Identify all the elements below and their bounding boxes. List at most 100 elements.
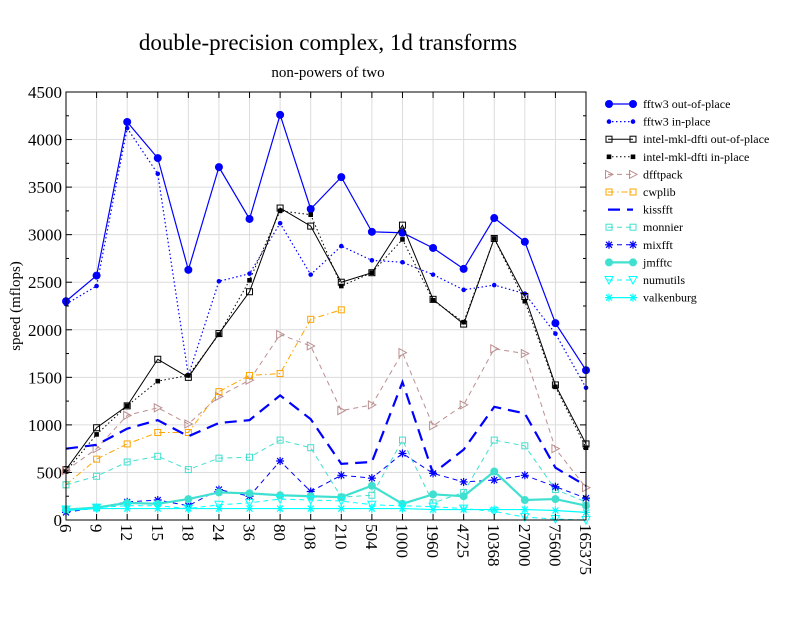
marker-square-filled (630, 154, 636, 160)
x-tick-label: 504 (362, 524, 381, 550)
x-tick-label: 27000 (515, 524, 534, 567)
legend-label: monnier (643, 220, 683, 234)
marker-circle-filled (520, 496, 529, 505)
marker-square-open (123, 440, 131, 448)
marker-star (551, 506, 560, 515)
marker-square-open (398, 221, 406, 229)
y-tick-label: 1500 (28, 368, 62, 387)
marker-square-open (307, 222, 315, 230)
marker-circle-filled (184, 265, 193, 274)
marker-square-filled (522, 298, 528, 304)
marker-square-open (123, 458, 131, 466)
marker-square-filled (94, 432, 99, 437)
x-tick-label: 165375 (576, 524, 595, 575)
y-tick-label: 3500 (28, 178, 62, 197)
marker-circle-filled (605, 258, 613, 267)
series-mixfft (62, 449, 590, 517)
marker-square-open (629, 135, 637, 143)
marker-dot (216, 278, 222, 284)
marker-circle-filled (490, 214, 499, 223)
x-tick-label: 80 (270, 524, 289, 541)
series-valkenburg (62, 504, 590, 517)
series-line (65, 452, 587, 513)
marker-square-open (215, 454, 223, 462)
marker-dot (369, 258, 375, 263)
marker-dot (606, 119, 612, 124)
x-tick-label: 9 (87, 524, 106, 533)
chart-subtitle: non-powers of two (271, 65, 384, 81)
marker-circle-filled (551, 319, 560, 328)
marker-square-filled (553, 384, 558, 390)
marker-triangle-down (244, 498, 255, 508)
series-line (65, 126, 587, 389)
series-line (65, 112, 587, 371)
marker-dot (247, 271, 252, 276)
marker-square-open (246, 453, 254, 461)
series-cwplib (62, 306, 345, 489)
legend-label: jmfftc (642, 255, 672, 269)
marker-square-filled (338, 283, 344, 289)
marker-star (123, 504, 132, 513)
marker-circle-filled (245, 489, 254, 498)
x-tick-label: 1000 (392, 524, 411, 558)
chart-title: double-precision complex, 1d transforms (139, 30, 517, 55)
x-tick-label: 18 (178, 524, 197, 541)
marker-circle-filled (337, 173, 346, 182)
marker-square-open (93, 455, 101, 463)
x-tick-label: 210 (331, 524, 350, 550)
marker-square-open (368, 491, 376, 499)
marker-triangle-down (458, 504, 469, 514)
marker-dot (491, 282, 497, 288)
legend-label: numutils (643, 273, 685, 287)
marker-square-filled (430, 297, 436, 303)
marker-square-open (605, 135, 613, 143)
series-intel-mkl-dfti-in-place (63, 208, 589, 474)
legend-label: cwplib (643, 185, 676, 199)
series-jmfftc (62, 467, 590, 514)
legend-item: jmfftc (605, 255, 672, 269)
marker-circle-filled (605, 100, 613, 108)
legend-item: intel-mkl-dfti out-of-place (605, 132, 769, 146)
y-tick-label: 1000 (28, 416, 62, 435)
marker-square-filled (277, 208, 283, 214)
marker-triangle-down (91, 503, 102, 513)
marker-dot (338, 243, 344, 249)
marker-star (337, 471, 346, 480)
series-fftw3-in-place (63, 125, 589, 391)
legend-item: fftw3 in-place (606, 115, 710, 129)
x-tick-label: 108 (301, 524, 320, 550)
marker-square-open (215, 388, 223, 396)
marker-star (276, 457, 285, 466)
series-line (65, 309, 342, 486)
marker-star (306, 504, 315, 513)
marker-dot (277, 220, 283, 226)
marker-triangle-down (519, 513, 530, 523)
marker-square-open (521, 442, 529, 450)
series-line (65, 333, 587, 488)
marker-square-open (93, 424, 101, 432)
legend-label: kissfft (643, 203, 673, 217)
marker-star (184, 504, 193, 513)
plot-frame (65, 91, 587, 521)
marker-triangle-down (604, 276, 614, 286)
marker-triangle-right (184, 419, 194, 429)
series-fftw3-out-of-place (62, 110, 590, 375)
series-group (61, 110, 592, 526)
marker-triangle-down (336, 496, 347, 507)
legend-item: intel-mkl-dfti in-place (606, 150, 749, 164)
marker-star (276, 504, 285, 513)
marker-dot (553, 331, 558, 336)
y-axis-label: speed (mflops) (8, 261, 24, 351)
marker-star (306, 487, 315, 496)
x-tick-label: 6 (56, 524, 75, 533)
series-monnier (62, 436, 590, 507)
marker-square-filled (308, 212, 314, 217)
marker-circle-filled (459, 264, 468, 273)
marker-square-open (154, 355, 162, 363)
marker-triangle-right (490, 343, 500, 354)
marker-dot (400, 259, 405, 265)
marker-square-open (154, 452, 162, 460)
marker-triangle-right (520, 348, 530, 359)
